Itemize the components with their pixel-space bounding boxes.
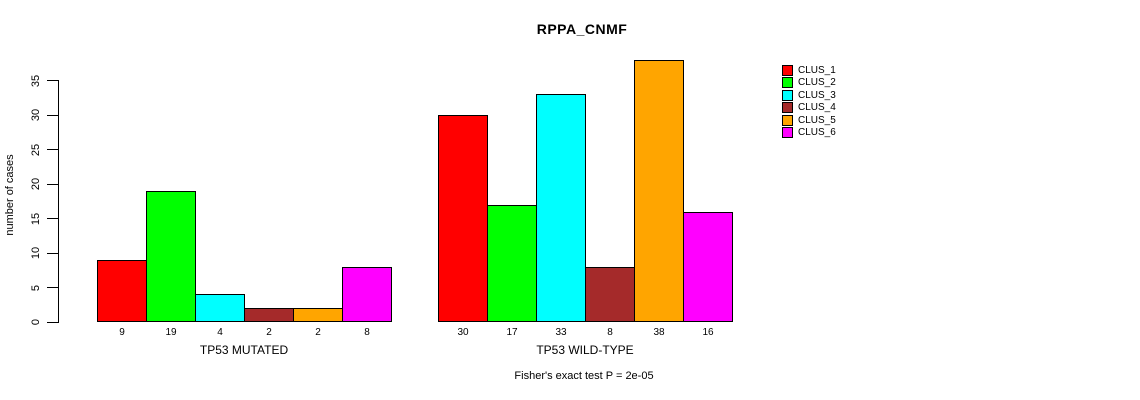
legend-label: CLUS_5 — [798, 114, 836, 126]
bar-clus_1-group1 — [97, 260, 147, 322]
y-tick-mark — [47, 183, 58, 185]
bar-clus_3-group1 — [195, 294, 245, 322]
y-tick-label: 30 — [30, 108, 42, 122]
y-tick-label: 35 — [30, 74, 42, 87]
y-tick-mark — [47, 218, 58, 219]
bar-value-label: 30 — [457, 327, 469, 338]
bar-clus_2-group2 — [487, 205, 537, 322]
y-tick-mark — [47, 80, 58, 81]
legend-swatch — [782, 77, 793, 89]
legend-item-clus_4: CLUS_4 — [782, 102, 836, 114]
legend-swatch — [782, 114, 793, 126]
legend-item-clus_3: CLUS_3 — [782, 89, 836, 101]
legend-item-clus_1: CLUS_1 — [782, 65, 836, 76]
legend-swatch — [782, 65, 793, 76]
y-tick-mark — [47, 114, 58, 116]
y-tick-mark — [47, 287, 58, 288]
bar-clus_5-group1 — [293, 308, 343, 322]
y-axis-line — [58, 80, 59, 323]
bar-value-label: 8 — [607, 327, 613, 338]
group-label-2: TP53 WILD-TYPE — [536, 343, 634, 357]
legend-label: CLUS_2 — [798, 77, 836, 89]
bar-value-label: 16 — [702, 327, 714, 338]
legend-item-clus_2: CLUS_2 — [782, 77, 836, 89]
y-tick-label: 20 — [30, 177, 42, 191]
y-axis-label: number of cases — [4, 154, 16, 236]
bar-value-label: 9 — [119, 327, 125, 338]
y-tick-label: 15 — [30, 212, 42, 225]
y-tick-label: 0 — [30, 318, 42, 326]
legend-swatch — [782, 126, 793, 138]
bar-value-label: 19 — [165, 327, 177, 338]
bar-value-label: 4 — [217, 327, 223, 338]
bar-value-label: 2 — [266, 327, 272, 338]
legend-label: CLUS_6 — [798, 126, 836, 138]
legend-swatch — [782, 89, 793, 101]
bar-value-label: 38 — [653, 327, 665, 338]
bar-clus_4-group1 — [244, 308, 294, 322]
y-tick-mark — [47, 321, 58, 323]
y-tick-label: 25 — [30, 143, 42, 156]
legend: CLUS_1 CLUS_2 CLUS_3 CLUS_4 CLUS_5 CLUS_6 — [782, 65, 836, 139]
chart-title: RPPA_CNMF — [536, 21, 628, 37]
legend-swatch — [782, 102, 793, 114]
y-tick-mark — [47, 252, 58, 254]
bar-clus_6-group2 — [683, 212, 733, 322]
group-label-1: TP53 MUTATED — [199, 343, 289, 357]
legend-item-clus_5: CLUS_5 — [782, 114, 836, 126]
legend-label: CLUS_4 — [798, 102, 836, 114]
bar-clus_4-group2 — [585, 267, 635, 322]
bar-clus_5-group2 — [634, 60, 684, 322]
legend-item-clus_6: CLUS_6 — [782, 126, 836, 138]
y-tick-mark — [47, 149, 58, 150]
legend-label: CLUS_1 — [798, 65, 836, 76]
bar-value-label: 8 — [364, 327, 370, 338]
bar-value-label: 2 — [315, 327, 321, 338]
annotation-text: Fisher's exact test P = 2e-05 — [514, 370, 654, 382]
legend-label: CLUS_3 — [798, 89, 836, 101]
bar-clus_2-group1 — [146, 191, 196, 322]
bar-value-label: 17 — [506, 327, 518, 338]
bar-clus_1-group2 — [438, 115, 488, 322]
y-tick-label: 10 — [30, 246, 42, 260]
y-tick-label: 5 — [30, 284, 42, 291]
bar-clus_3-group2 — [536, 94, 586, 322]
bar-clus_6-group1 — [342, 267, 392, 322]
bar-value-label: 33 — [555, 327, 567, 338]
